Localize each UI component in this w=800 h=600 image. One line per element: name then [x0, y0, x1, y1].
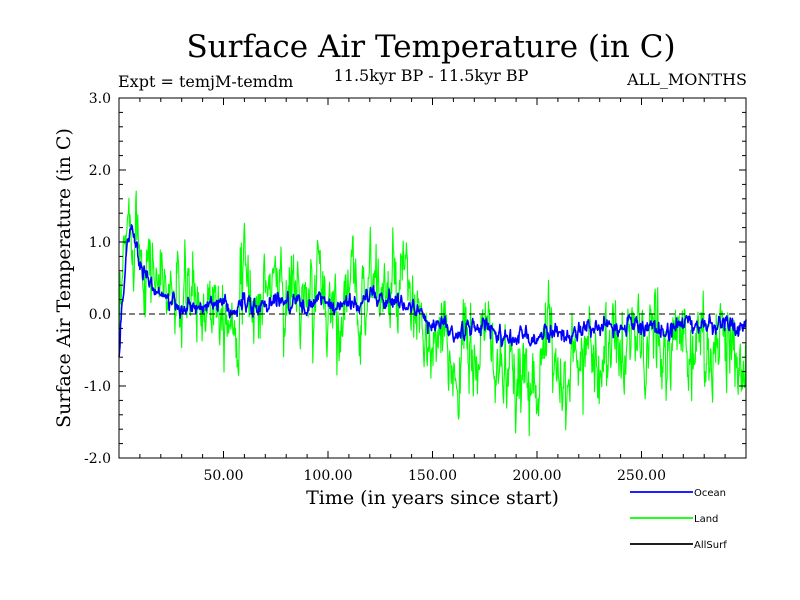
x-tick-label: 100.00 [304, 468, 353, 484]
chart-title: Surface Air Temperature (in C) [186, 29, 676, 65]
experiment-label: Expt = temjM-temdm [118, 72, 294, 91]
y-axis-label: Surface Air Temperature (in C) [53, 128, 75, 428]
y-tick-label: 3.0 [89, 91, 111, 107]
x-tick-label: 150.00 [408, 468, 457, 484]
x-tick-label: 250.00 [617, 468, 666, 484]
legend-label-ocean: Ocean [694, 488, 726, 499]
x-tick-label: 50.00 [203, 468, 243, 484]
series-layer [118, 190, 747, 437]
legend-label-allsurf: AllSurf [694, 540, 727, 551]
plot-frame [118, 97, 747, 459]
series-line-land [118, 190, 747, 437]
series-line-ocean [118, 224, 747, 357]
y-tick-label: -2.0 [84, 451, 111, 467]
y-tick-label: 1.0 [89, 235, 111, 251]
period-label: ALL_MONTHS [627, 70, 747, 89]
legend-label-land: Land [694, 514, 718, 525]
legend: Ocean Land AllSurf [630, 488, 727, 551]
y-tick-label: 0.0 [89, 307, 111, 323]
y-tick-label: -1.0 [84, 379, 111, 395]
y-tick-label: 2.0 [89, 163, 111, 179]
x-tick-label: 200.00 [513, 468, 562, 484]
x-axis-label: Time (in years since start) [306, 487, 559, 509]
axes-layer: -2.0 -1.0 0.0 1.0 2.0 3.0 50.00 100.00 150.00 200… [84, 91, 746, 484]
chart-subtitle: 11.5kyr BP - 11.5kyr BP [333, 66, 529, 85]
